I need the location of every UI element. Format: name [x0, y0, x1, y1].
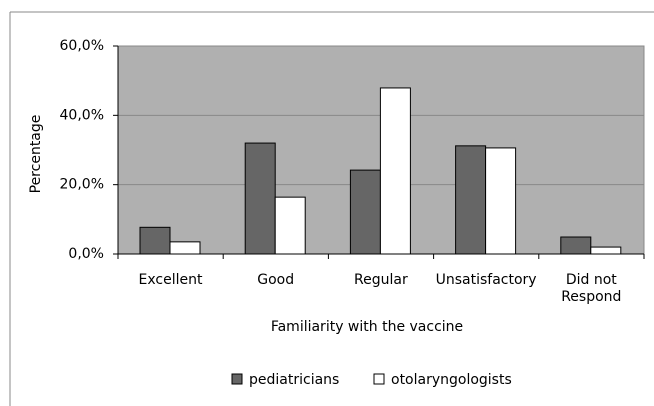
x-tick-label: Good	[257, 272, 295, 288]
y-tick-label: 0,0%	[68, 246, 104, 262]
y-axis-label: Percentage	[28, 115, 44, 194]
bar	[244, 142, 276, 255]
legend-label: pediatricians	[249, 372, 339, 388]
x-tick-label: Unsatisfactory	[435, 272, 537, 288]
legend-swatch	[231, 373, 243, 385]
bar	[274, 196, 306, 255]
x-tick-label: Excellent	[138, 272, 203, 288]
x-tick-label: Regular	[354, 272, 408, 288]
bar	[485, 147, 517, 255]
bar	[455, 145, 487, 255]
y-tick-label: 40,0%	[60, 107, 104, 123]
bar	[349, 169, 381, 255]
bar	[139, 226, 171, 255]
legend-swatch	[373, 373, 385, 385]
legend-label: otolaryngologists	[391, 372, 512, 388]
y-tick-label: 60,0%	[60, 38, 104, 54]
bar	[560, 236, 592, 255]
bar	[169, 241, 201, 255]
bar	[590, 246, 622, 255]
x-tick-label: Did not Respond	[561, 272, 622, 305]
y-tick-label: 20,0%	[60, 177, 104, 193]
bar	[379, 87, 411, 255]
x-axis-label: Familiarity with the vaccine	[271, 319, 463, 335]
